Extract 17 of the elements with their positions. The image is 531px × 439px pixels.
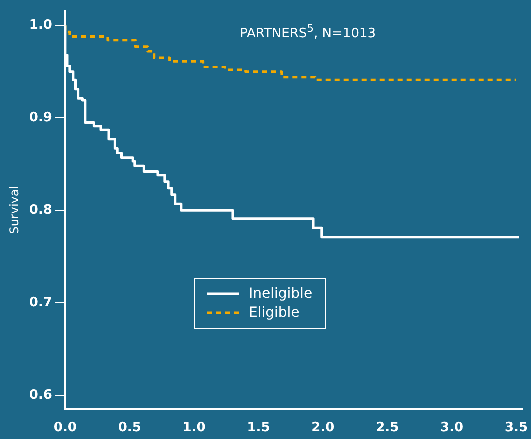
y-tick-label: 0.9	[29, 110, 52, 126]
x-tick-label: 0.5	[118, 420, 142, 436]
x-tick-label: 2.5	[376, 420, 400, 436]
y-axis-title: Survival	[7, 186, 22, 234]
x-tick-label: 1.5	[247, 420, 270, 436]
y-tick-label: 0.7	[29, 295, 52, 310]
y-tick-label: 0.6	[29, 388, 52, 403]
legend-label: Ineligible	[249, 286, 313, 302]
x-tick-label: 0.0	[54, 420, 77, 436]
x-tick-label: 1.0	[182, 420, 206, 436]
text: PARTNERS$^{5}$, N=1013	[240, 22, 376, 42]
y-tick-label: 1.0	[29, 18, 52, 33]
x-tick-label: 3.5	[504, 420, 528, 436]
x-tick-label: 3.0	[440, 420, 464, 436]
x-tick-label: 2.0	[312, 420, 335, 436]
y-tick-label: 0.8	[29, 202, 52, 218]
legend-label: Eligible	[249, 305, 300, 321]
